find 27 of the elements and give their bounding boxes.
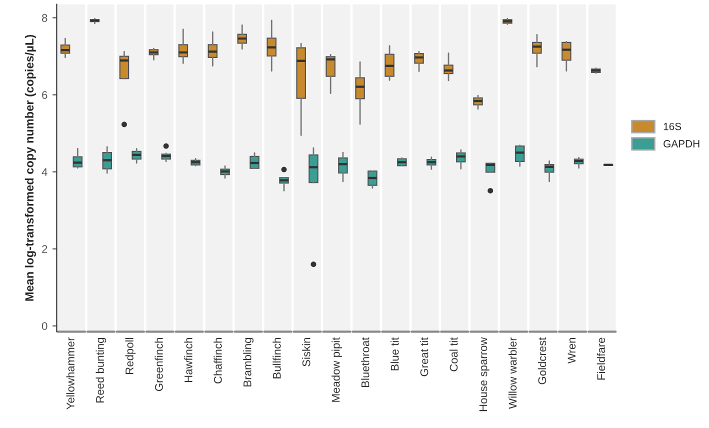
x-tick-label: Brambling	[243, 338, 254, 386]
y-tick-label: 4	[42, 168, 48, 176]
y-tick-label: 2	[42, 245, 48, 253]
x-tick-label: Greenfinch	[154, 338, 163, 392]
x-tick-label: Yellowhammer	[66, 337, 74, 410]
y-tick-label: 6	[42, 91, 48, 99]
x-tick-label: Meadow pipit	[332, 337, 342, 402]
x-tick-label: Blue tit	[390, 337, 399, 370]
x-tick-label: Siskin	[302, 338, 310, 366]
x-tick-label: Reed bunting	[96, 338, 106, 402]
y-axis-title: Mean log-transformed copy number (copies/µL)	[24, 34, 36, 301]
x-tick-label: Fieldfare	[596, 338, 606, 380]
x-tick-label: Bluethroat	[361, 337, 370, 387]
x-tick-label: Great tit	[420, 337, 428, 376]
y-tick-label: 0	[42, 322, 48, 330]
x-tick-label: Willow warbler	[508, 337, 517, 409]
x-tick-label: Bullfinch	[272, 338, 281, 378]
x-tick-label: House sparrow	[479, 337, 490, 412]
legend-label: GAPDH	[664, 140, 700, 148]
y-tick-label: 8	[42, 14, 48, 22]
x-tick-label: Redpoll	[125, 338, 136, 374]
x-tick-label: Coal tit	[450, 337, 458, 372]
x-tick-label: Chaffinch	[214, 338, 222, 384]
legend-label: 16S	[664, 122, 682, 130]
x-tick-label: Hawfinch	[184, 338, 192, 382]
x-tick-label: Goldcrest	[538, 337, 546, 384]
x-tick-label: Wren	[568, 338, 576, 364]
